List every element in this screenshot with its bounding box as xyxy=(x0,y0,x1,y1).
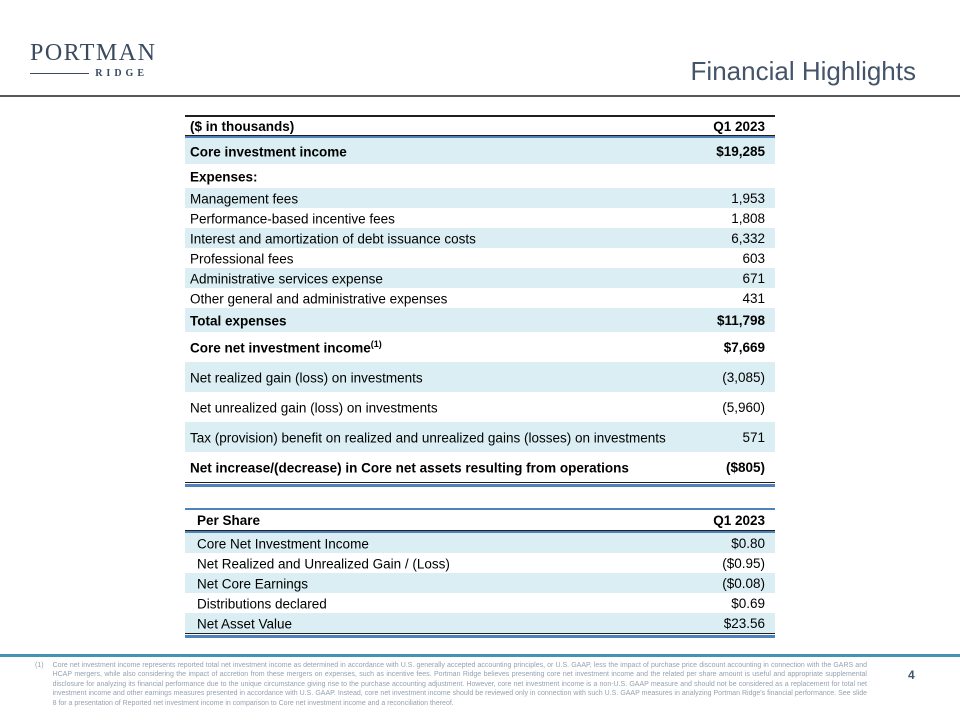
row-label: Interest and amortization of debt issuan… xyxy=(190,231,476,247)
portman-ridge-logo: PORTMAN RIDGE xyxy=(30,40,157,79)
logo-secondary-text: RIDGE xyxy=(95,68,148,79)
row-label: Expenses: xyxy=(190,169,258,185)
row-value: $11,798 xyxy=(716,312,765,328)
row-label: Net Realized and Unrealized Gain / (Loss… xyxy=(197,556,450,572)
per-share-table-bottom-accent-line xyxy=(185,635,775,638)
table-row: Management fees 1,953 xyxy=(185,188,775,208)
table-row: Net Core Earnings ($0.08) xyxy=(185,573,775,593)
footnote-text: Core net investment income represents re… xyxy=(52,662,867,707)
per-share-table-top-accent-line xyxy=(185,508,775,510)
table-row: Administrative services expense 671 xyxy=(185,268,775,288)
row-value: (3,085) xyxy=(722,369,765,385)
table-row: Interest and amortization of debt issuan… xyxy=(185,228,775,248)
table-row: Tax (provision) benefit on realized and … xyxy=(185,422,775,452)
logo-primary-text: PORTMAN xyxy=(30,40,157,66)
per-share-table-title: Per Share xyxy=(197,512,261,528)
table-row: Net realized gain (loss) on investments … xyxy=(185,362,775,392)
income-table-body: Core investment income $19,285 Expenses:… xyxy=(185,138,775,482)
per-share-table-header-accent-line xyxy=(185,531,775,533)
per-share-table-period-label: Q1 2023 xyxy=(713,512,765,528)
row-label: Core Net Investment Income xyxy=(197,536,369,552)
income-table-bottom-dark-line xyxy=(185,482,775,483)
header-divider xyxy=(0,95,960,97)
footnote-reference: (1) xyxy=(370,338,382,349)
table-row: Core investment income $19,285 xyxy=(185,138,775,164)
row-value: ($0.08) xyxy=(722,575,765,591)
table-row: Net Realized and Unrealized Gain / (Loss… xyxy=(185,553,775,573)
page-number: 4 xyxy=(908,668,915,682)
table-row: Total expenses $11,798 xyxy=(185,308,775,332)
row-label: Net unrealized gain (loss) on investment… xyxy=(190,400,438,416)
income-table-header-row: ($ in thousands) Q1 2023 xyxy=(185,115,775,136)
row-value: $19,285 xyxy=(716,143,765,159)
row-label: Professional fees xyxy=(190,251,294,267)
row-value: 6,332 xyxy=(731,230,765,246)
row-value: $0.69 xyxy=(731,595,765,611)
row-value: ($805) xyxy=(725,459,765,475)
table-row: Net Asset Value $23.56 xyxy=(185,613,775,633)
per-share-table-header-row: Per Share Q1 2023 xyxy=(185,510,775,531)
row-label: Management fees xyxy=(190,191,299,207)
table-row: Expenses: xyxy=(185,164,775,188)
row-label: Administrative services expense xyxy=(190,271,383,287)
row-label: Core investment income xyxy=(190,144,347,160)
row-label: Total expenses xyxy=(190,313,287,329)
footnote: (1) Core net investment income represent… xyxy=(35,661,867,708)
row-value: 671 xyxy=(742,270,765,286)
row-value: (5,960) xyxy=(722,399,765,415)
row-value: 1,808 xyxy=(731,210,765,226)
row-value: 603 xyxy=(742,250,765,266)
income-statement-table: ($ in thousands) Q1 2023 Core investment… xyxy=(185,115,775,487)
table-row: Net increase/(decrease) in Core net asse… xyxy=(185,452,775,482)
per-share-table-bottom-dark-line xyxy=(185,633,775,634)
table-row: Core net investment income(1) $7,669 xyxy=(185,332,775,362)
row-value: 571 xyxy=(742,429,765,445)
income-table-period-label: Q1 2023 xyxy=(713,118,765,134)
income-table-bottom-accent-line xyxy=(185,484,775,487)
row-label: Net Core Earnings xyxy=(197,576,309,592)
table-row: Other general and administrative expense… xyxy=(185,288,775,308)
row-label: Net increase/(decrease) in Core net asse… xyxy=(190,460,629,476)
row-value: 1,953 xyxy=(731,190,765,206)
footer-divider xyxy=(0,654,960,657)
income-table-header-accent-line xyxy=(185,136,775,138)
row-value: $7,669 xyxy=(723,339,765,355)
logo-rule xyxy=(30,72,90,75)
per-share-table-body: Core Net Investment Income $0.80 Net Rea… xyxy=(185,533,775,633)
table-row: Distributions declared $0.69 xyxy=(185,593,775,613)
page-title: Financial Highlights xyxy=(690,56,916,86)
row-label: Other general and administrative expense… xyxy=(190,291,448,307)
footnote-marker: (1) xyxy=(35,662,44,669)
row-value: ($0.95) xyxy=(722,555,765,571)
table-row: Net unrealized gain (loss) on investment… xyxy=(185,392,775,422)
row-value: $23.56 xyxy=(723,615,765,631)
logo-secondary-row: RIDGE xyxy=(30,68,148,79)
row-label: Net realized gain (loss) on investments xyxy=(190,370,423,386)
per-share-table: Per Share Q1 2023 Core Net Investment In… xyxy=(185,508,775,638)
row-label: Net Asset Value xyxy=(197,616,293,632)
row-label: Core net investment income(1) xyxy=(190,338,382,356)
row-value: $0.80 xyxy=(731,535,765,551)
table-row: Core Net Investment Income $0.80 xyxy=(185,533,775,553)
row-label: Distributions declared xyxy=(197,596,327,612)
row-value: 431 xyxy=(742,290,765,306)
table-row: Performance-based incentive fees 1,808 xyxy=(185,208,775,228)
row-label: Performance-based incentive fees xyxy=(190,211,395,227)
row-label: Tax (provision) benefit on realized and … xyxy=(190,430,666,446)
income-table-units-label: ($ in thousands) xyxy=(190,118,295,134)
table-row: Professional fees 603 xyxy=(185,248,775,268)
